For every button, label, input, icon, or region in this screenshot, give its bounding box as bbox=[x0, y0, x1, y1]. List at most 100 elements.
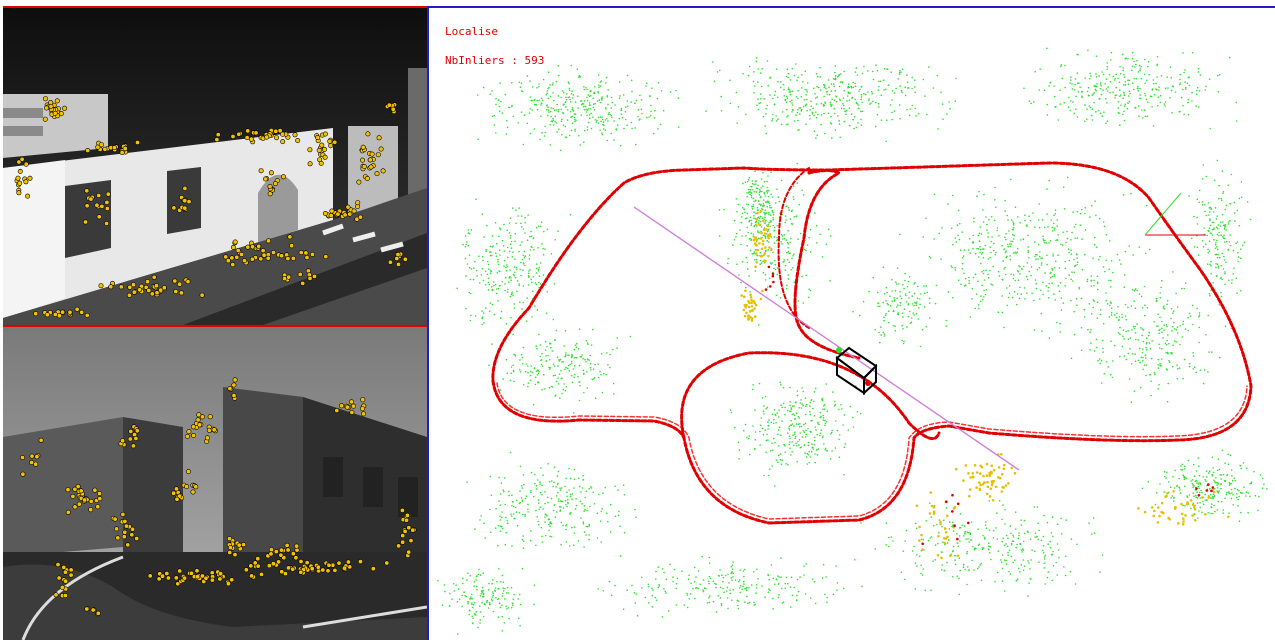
feature-point bbox=[265, 238, 271, 244]
map-point bbox=[871, 70, 874, 73]
map-point bbox=[801, 275, 803, 278]
map-point bbox=[813, 391, 816, 393]
feature-point bbox=[298, 569, 304, 575]
map-point bbox=[752, 204, 755, 206]
map-point bbox=[1225, 261, 1227, 264]
map-point bbox=[1062, 302, 1065, 304]
map-point bbox=[472, 603, 475, 606]
map-point bbox=[767, 428, 769, 430]
map-point bbox=[513, 266, 516, 268]
map-point bbox=[553, 283, 556, 285]
map-point bbox=[777, 196, 780, 198]
map-point bbox=[1249, 482, 1251, 485]
map-point bbox=[596, 537, 599, 539]
map-point bbox=[1219, 225, 1222, 227]
point-cloud-canvas[interactable] bbox=[429, 8, 1275, 640]
feature-point bbox=[68, 567, 74, 573]
map-point bbox=[491, 599, 493, 602]
map-point bbox=[957, 542, 959, 544]
map-point bbox=[1089, 331, 1091, 334]
map-point bbox=[563, 383, 565, 385]
map-point bbox=[1223, 241, 1226, 243]
map-point bbox=[813, 400, 815, 403]
feature-point bbox=[223, 254, 229, 260]
map-point bbox=[785, 576, 788, 579]
map-point bbox=[1226, 474, 1228, 477]
map-point bbox=[767, 230, 769, 233]
map-point bbox=[854, 559, 856, 561]
map-point bbox=[455, 584, 457, 586]
map-point bbox=[565, 528, 567, 531]
map-point bbox=[1141, 328, 1144, 330]
map-point bbox=[1198, 491, 1201, 494]
map-point bbox=[961, 268, 963, 270]
feature-point bbox=[335, 211, 341, 217]
map-point bbox=[499, 504, 502, 507]
map-point bbox=[980, 233, 983, 235]
map-point bbox=[917, 318, 920, 320]
map-point bbox=[1216, 248, 1219, 251]
map-point bbox=[768, 588, 770, 590]
map-point bbox=[1222, 268, 1225, 270]
map-point bbox=[525, 363, 528, 365]
map-point bbox=[743, 575, 745, 578]
map-point bbox=[874, 328, 876, 331]
map-point bbox=[1086, 90, 1089, 93]
map-point bbox=[761, 289, 764, 293]
map-point bbox=[949, 107, 951, 110]
map-point bbox=[842, 424, 844, 426]
map-point bbox=[777, 596, 780, 599]
map-point bbox=[1141, 334, 1143, 337]
map-point bbox=[1198, 487, 1200, 490]
map-point bbox=[1159, 316, 1161, 319]
map-point bbox=[1131, 288, 1134, 291]
feature-point bbox=[184, 484, 190, 490]
map-point bbox=[753, 191, 756, 193]
map-point bbox=[1212, 489, 1215, 491]
map-point bbox=[571, 354, 574, 357]
map-point bbox=[1159, 297, 1162, 299]
map-point bbox=[443, 584, 446, 586]
map-point bbox=[771, 442, 773, 445]
map-point bbox=[471, 602, 473, 604]
feature-point bbox=[62, 569, 68, 575]
feature-point bbox=[16, 190, 22, 196]
map-point bbox=[869, 103, 871, 105]
map-point bbox=[1215, 218, 1218, 220]
map-point bbox=[1166, 299, 1169, 302]
map-point bbox=[1061, 77, 1064, 80]
map-point bbox=[1117, 332, 1120, 334]
map-point bbox=[893, 110, 896, 112]
map-point bbox=[1106, 62, 1108, 64]
map-point bbox=[505, 516, 507, 519]
map-point bbox=[904, 94, 907, 97]
feature-point bbox=[84, 312, 90, 318]
map-point bbox=[966, 583, 968, 586]
map-point bbox=[513, 505, 515, 508]
map-point bbox=[1118, 259, 1121, 261]
map-point bbox=[570, 92, 573, 95]
map-point bbox=[537, 225, 540, 227]
map-point bbox=[851, 97, 853, 99]
map-point bbox=[483, 322, 485, 324]
map-point bbox=[885, 88, 887, 91]
map-point bbox=[938, 519, 941, 521]
map-point bbox=[1071, 83, 1073, 85]
map-point bbox=[534, 482, 536, 485]
map-point bbox=[557, 108, 560, 111]
map-point bbox=[541, 352, 543, 355]
map-point bbox=[481, 316, 484, 319]
map-3d-view[interactable]: Localise NbInliers : 593 bbox=[427, 6, 1275, 640]
map-point bbox=[1166, 325, 1168, 328]
map-point bbox=[1009, 573, 1012, 575]
map-point bbox=[1240, 181, 1243, 183]
map-point bbox=[633, 592, 636, 594]
map-point bbox=[940, 568, 943, 571]
map-point bbox=[1124, 81, 1127, 83]
map-point bbox=[779, 458, 782, 461]
map-point bbox=[1046, 114, 1049, 116]
feature-point bbox=[99, 142, 105, 148]
map-point bbox=[1004, 199, 1006, 202]
map-point bbox=[1245, 491, 1248, 494]
map-point bbox=[560, 120, 563, 123]
